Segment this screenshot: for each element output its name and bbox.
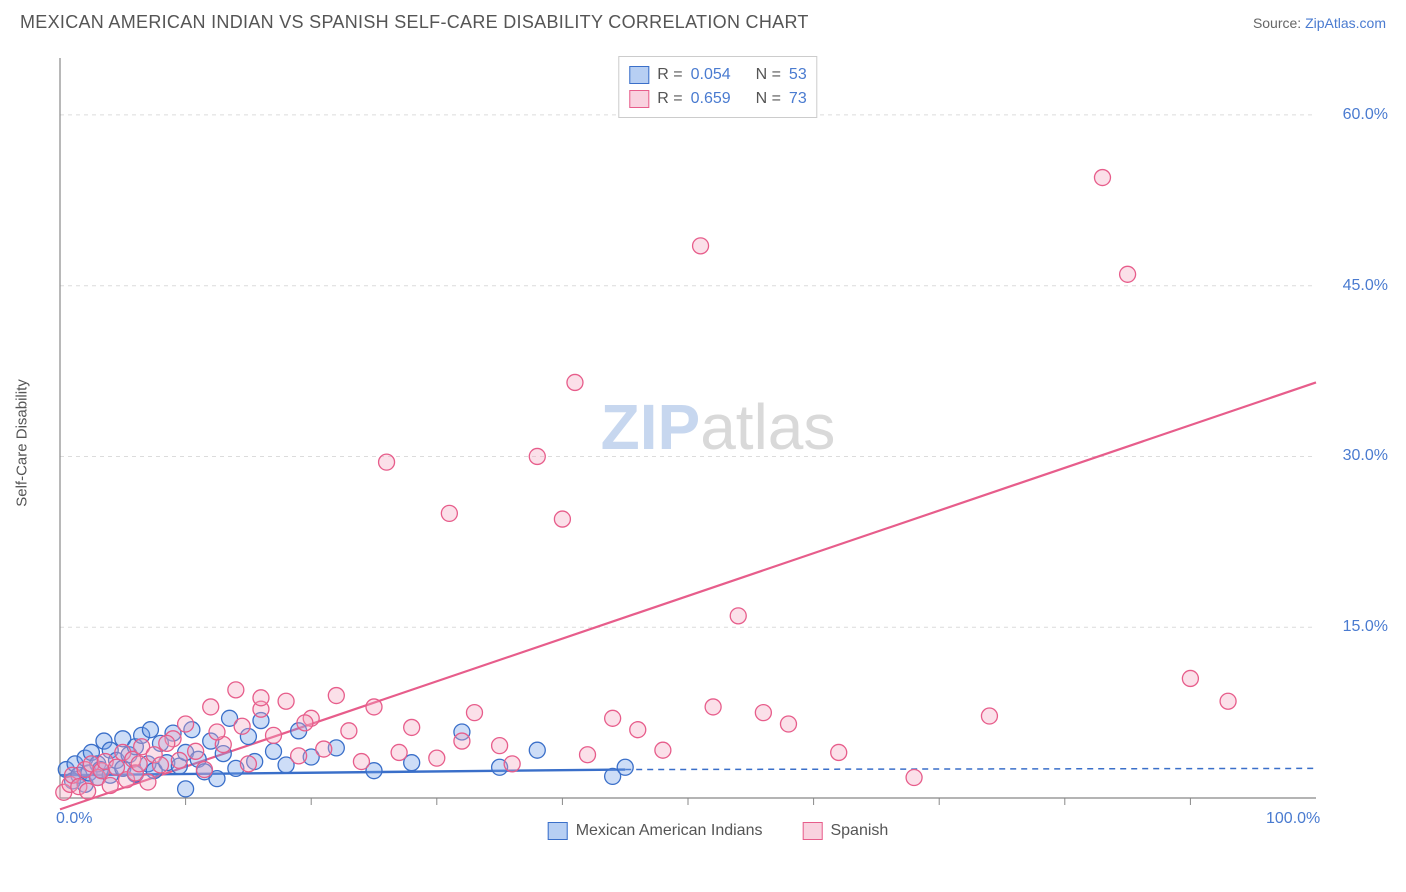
legend-row-mexican: R = 0.054 N = 53 xyxy=(629,63,806,87)
swatch-mexican-b xyxy=(548,822,568,840)
plot-area: Self-Care Disability ZIPatlas R = 0.054 … xyxy=(50,48,1386,838)
series-label-1: Spanish xyxy=(830,822,888,840)
r-label-1: R = xyxy=(657,87,682,111)
chart-title: MEXICAN AMERICAN INDIAN VS SPANISH SELF-… xyxy=(20,12,809,33)
scatter-plot-svg xyxy=(50,48,1386,838)
n-value-0: 53 xyxy=(789,63,807,87)
x-tick-label: 0.0% xyxy=(56,810,92,828)
n-label-0: N = xyxy=(756,63,781,87)
source-label: Source: xyxy=(1253,15,1301,31)
legend-item-spanish: Spanish xyxy=(802,822,888,840)
y-tick-label: 45.0% xyxy=(1343,277,1388,295)
correlation-legend: R = 0.054 N = 53 R = 0.659 N = 73 xyxy=(618,56,817,118)
r-value-0: 0.054 xyxy=(691,63,731,87)
n-value-1: 73 xyxy=(789,87,807,111)
source-credit: Source: ZipAtlas.com xyxy=(1253,15,1386,31)
source-link[interactable]: ZipAtlas.com xyxy=(1305,15,1386,31)
y-tick-label: 30.0% xyxy=(1343,447,1388,465)
series-legend: Mexican American Indians Spanish xyxy=(548,822,889,840)
x-tick-label: 100.0% xyxy=(1266,810,1320,828)
legend-item-mexican: Mexican American Indians xyxy=(548,822,763,840)
swatch-spanish xyxy=(629,90,649,108)
y-tick-label: 15.0% xyxy=(1343,618,1388,636)
r-label-0: R = xyxy=(657,63,682,87)
series-label-0: Mexican American Indians xyxy=(576,822,763,840)
r-value-1: 0.659 xyxy=(691,87,731,111)
y-axis-label: Self-Care Disability xyxy=(14,379,31,507)
n-label-1: N = xyxy=(756,87,781,111)
legend-row-spanish: R = 0.659 N = 73 xyxy=(629,87,806,111)
swatch-mexican xyxy=(629,66,649,84)
header-bar: MEXICAN AMERICAN INDIAN VS SPANISH SELF-… xyxy=(0,0,1406,39)
swatch-spanish-b xyxy=(802,822,822,840)
y-tick-label: 60.0% xyxy=(1343,106,1388,124)
